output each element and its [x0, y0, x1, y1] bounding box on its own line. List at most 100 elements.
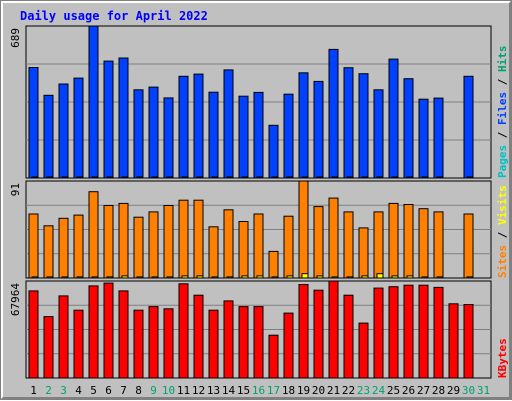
bar-visits-sites-day-2: [46, 276, 54, 279]
bar-hits-hits-day-6: [103, 60, 114, 179]
bar-visits-sites-day-28: [436, 276, 444, 279]
bar-visits-sites-day-8: [136, 276, 144, 279]
bar-visits-visits-day-12: [193, 199, 204, 279]
bar-visits-visits-day-1: [28, 213, 39, 279]
x-tick-label-day-16: 16: [252, 384, 265, 397]
bar-kbytes-kbytes-day-27: [418, 284, 429, 379]
bar-hits-hits-day-4: [73, 77, 84, 179]
side-label-part: /: [496, 225, 509, 245]
bar-hits-pages-day-3: [64, 176, 69, 179]
x-tick-label-day-4: 4: [75, 384, 82, 397]
bar-kbytes-kbytes-day-23: [358, 322, 369, 379]
bar-kbytes-kbytes-day-9: [148, 306, 159, 379]
bar-visits-visits-day-14: [223, 209, 234, 279]
bar-visits-sites-day-22: [346, 276, 354, 279]
bar-hits-pages-day-22: [349, 176, 354, 179]
x-tick-label-day-18: 18: [282, 384, 295, 397]
x-tick-label-day-20: 20: [312, 384, 325, 397]
bar-visits-visits-day-6: [103, 205, 114, 279]
bar-hits-hits-day-17: [268, 124, 279, 179]
bar-hits-pages-day-5: [94, 176, 99, 179]
x-tick-label-day-15: 15: [237, 384, 250, 397]
side-label-part: /: [496, 72, 509, 92]
bar-kbytes-kbytes-day-8: [133, 309, 144, 379]
bar-visits-sites-day-18: [286, 275, 294, 279]
bar-visits-visits-day-9: [148, 211, 159, 279]
bar-visits-sites-day-12: [196, 275, 204, 279]
bar-kbytes-kbytes-day-15: [238, 306, 249, 379]
bar-hits-hits-day-3: [58, 83, 69, 179]
max-label-hits: 689: [9, 28, 22, 48]
bar-visits-sites-day-6: [106, 276, 114, 279]
bar-hits-hits-day-15: [238, 95, 249, 179]
side-label-part: Pages: [496, 145, 509, 178]
bar-kbytes-kbytes-day-10: [163, 308, 174, 379]
side-label-part: /: [496, 125, 509, 145]
bar-hits-hits-day-19: [298, 72, 309, 179]
x-tick-label-day-5: 5: [90, 384, 97, 397]
bar-hits-pages-day-10: [169, 176, 174, 179]
bar-hits-hits-day-21: [328, 48, 339, 179]
x-tick-label-day-28: 28: [432, 384, 445, 397]
bar-kbytes-kbytes-day-26: [403, 284, 414, 379]
x-tick-label-day-1: 1: [30, 384, 37, 397]
bar-hits-hits-day-7: [118, 57, 129, 179]
side-label-kbytes: KBytes: [496, 338, 509, 378]
bar-hits-hits-day-24: [373, 89, 384, 179]
bar-kbytes-kbytes-day-6: [103, 282, 114, 379]
side-label-part: Sites: [496, 245, 509, 278]
x-tick-label-day-26: 26: [402, 384, 415, 397]
bar-visits-visits-day-2: [43, 225, 54, 279]
bar-kbytes-kbytes-day-2: [43, 316, 54, 379]
bar-visits-sites-day-24: [376, 273, 384, 279]
bar-hits-pages-day-23: [364, 176, 369, 179]
bar-kbytes-kbytes-day-28: [433, 286, 444, 379]
bar-hits-hits-day-11: [178, 75, 189, 179]
bar-kbytes-kbytes-day-1: [28, 290, 39, 379]
bar-kbytes-kbytes-day-16: [253, 306, 264, 379]
bar-visits-sites-day-27: [421, 276, 429, 279]
bar-hits-pages-day-28: [439, 176, 444, 179]
bar-hits-hits-day-5: [88, 25, 99, 179]
bar-hits-hits-day-2: [43, 94, 54, 179]
x-tick-label-day-3: 3: [60, 384, 67, 397]
bar-hits-pages-day-6: [109, 176, 114, 179]
bar-visits-sites-day-23: [361, 275, 369, 279]
bar-hits-pages-day-4: [79, 176, 84, 179]
bar-hits-pages-day-25: [394, 176, 399, 179]
bar-visits-sites-day-1: [31, 276, 39, 279]
bar-visits-sites-day-9: [151, 276, 159, 279]
x-tick-label-day-22: 22: [342, 384, 355, 397]
panel-kbytes: 67964 KBytes: [9, 280, 509, 379]
x-tick-label-day-11: 11: [177, 384, 190, 397]
bar-hits-hits-day-18: [283, 93, 294, 179]
x-tick-label-day-8: 8: [135, 384, 142, 397]
bar-kbytes-kbytes-day-30: [463, 304, 474, 379]
bar-kbytes-kbytes-day-13: [208, 309, 219, 379]
bar-hits-pages-day-15: [244, 176, 249, 179]
bar-visits-sites-day-4: [76, 276, 84, 279]
bar-hits-pages-day-18: [289, 176, 294, 179]
bar-visits-visits-day-28: [433, 211, 444, 279]
bar-visits-visits-day-26: [403, 204, 414, 279]
bar-hits-hits-day-9: [148, 86, 159, 179]
bar-visits-sites-day-30: [466, 276, 474, 279]
bar-hits-pages-day-24: [379, 176, 384, 179]
bar-visits-visits-day-18: [283, 215, 294, 279]
bar-hits-pages-day-17: [274, 176, 279, 179]
bar-hits-hits-day-28: [433, 97, 444, 179]
bar-hits-hits-day-20: [313, 80, 324, 179]
x-tick-label-day-19: 19: [297, 384, 310, 397]
bar-hits-pages-day-7: [124, 176, 129, 179]
bar-visits-sites-day-7: [121, 275, 129, 279]
bar-hits-hits-day-30: [463, 75, 474, 179]
bar-kbytes-kbytes-day-24: [373, 287, 384, 379]
bar-hits-hits-day-16: [253, 91, 264, 179]
bar-hits-pages-day-2: [49, 176, 54, 179]
bar-kbytes-kbytes-day-17: [268, 334, 279, 379]
x-tick-label-day-31: 31: [477, 384, 490, 397]
bar-visits-visits-day-11: [178, 199, 189, 279]
bar-visits-visits-day-16: [253, 213, 264, 279]
x-tick-label-day-13: 13: [207, 384, 220, 397]
